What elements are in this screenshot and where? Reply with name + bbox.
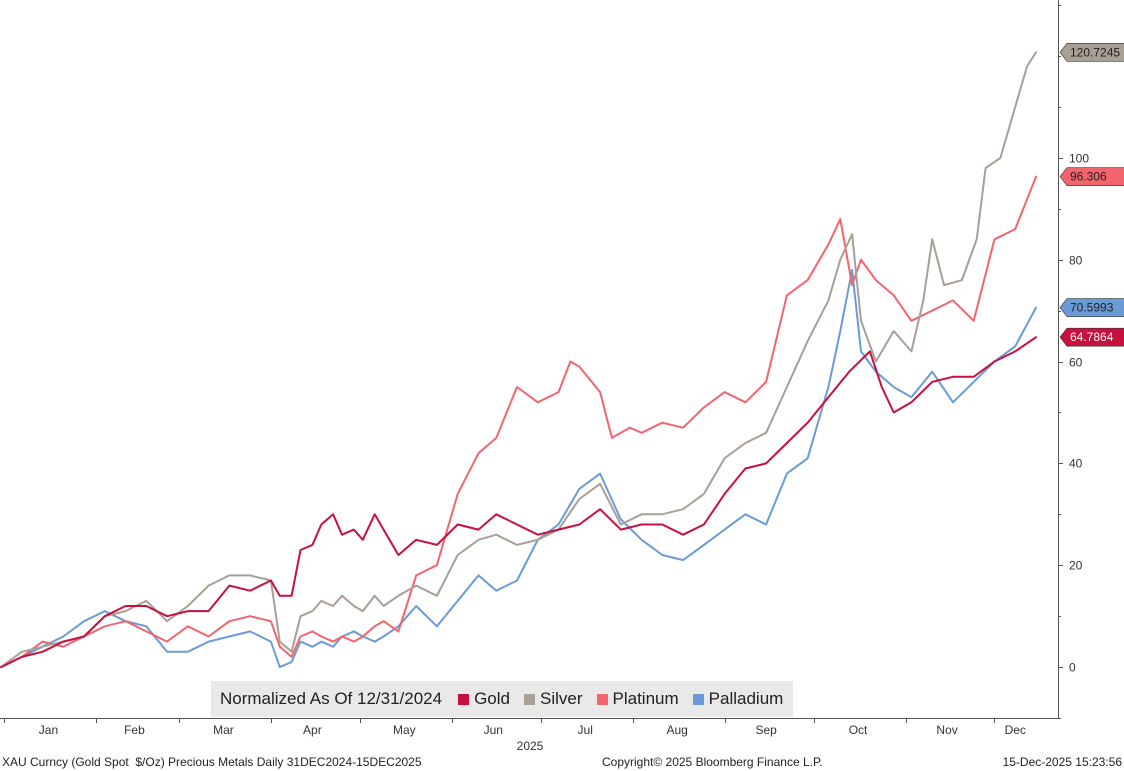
x-tick-label: Sep [755,723,777,737]
x-tick-label: Feb [124,723,145,737]
x-tick-label: Apr [303,723,322,737]
x-tick-label: Dec [1005,723,1026,737]
y-axis: 0 20 40 60 80 100 [1058,0,1089,719]
legend-swatch-silver [524,693,535,705]
legend-label-palladium: Palladium [708,689,784,708]
x-tick-label: Mar [213,723,234,737]
y-tick-label: 40 [1069,457,1083,471]
x-tick-label: Jul [578,723,593,737]
y-tick-label: 80 [1069,254,1083,268]
y-tick-label: 20 [1069,559,1083,573]
end-label-tag-palladium [1059,298,1124,317]
x-tick-label: Jan [39,723,58,737]
x-tick-label: Oct [849,723,868,737]
series-line-platinum [0,175,1037,669]
end-label-gold: 64.7864 [1070,330,1114,344]
x-tick-label: Nov [936,723,957,737]
series-line-palladium [0,268,1037,669]
footer-copyright: Copyright© 2025 Bloomberg Finance L.P. [602,755,823,769]
end-label-silver: 120.7245 [1070,45,1120,59]
end-labels: 64.7864 120.7245 96.306 70.5993 [1059,43,1124,347]
legend-label-platinum: Platinum [612,689,679,708]
legend-label-gold: Gold [474,689,510,708]
legend: Normalized As Of 12/31/2024 Gold Silver … [211,681,794,717]
series-layer [0,51,1037,669]
legend-swatch-palladium [692,693,704,705]
legend-item-palladium: Palladium [692,689,784,709]
legend-title: Normalized As Of 12/31/2024 [220,689,443,708]
x-axis-year-label: 2025 [517,739,544,753]
x-tick-label: Aug [666,723,687,737]
legend-item-gold: Gold [458,689,510,709]
footer-timestamp: 15-Dec-2025 15:23:56 [1002,755,1122,769]
series-line-gold [0,336,1037,669]
y-tick-label: 60 [1069,356,1083,370]
y-tick-label: 100 [1069,152,1089,166]
x-axis: Jan Feb Mar Apr May Jun Jul Aug Sep Oct Nov Dec [0,718,1058,737]
legend-swatch-gold [458,693,470,705]
legend-swatch-platinum [596,693,608,705]
series-line-silver [0,51,1037,669]
end-label-tag-gold [1059,327,1124,347]
y-tick-label: 0 [1069,661,1076,675]
footer-source: XAU Curncy (Gold Spot $/Oz) Precious Met… [2,755,422,769]
x-tick-label: Jun [484,723,503,737]
end-label-tag-platinum [1059,167,1124,186]
end-label-palladium: 70.5993 [1070,301,1114,315]
legend-item-platinum: Platinum [596,689,679,709]
legend-label-silver: Silver [540,689,583,708]
end-label-tag-silver [1059,43,1124,62]
end-label-platinum: 96.306 [1070,170,1107,184]
legend-item-silver: Silver [524,689,583,709]
x-tick-label: May [393,723,416,737]
